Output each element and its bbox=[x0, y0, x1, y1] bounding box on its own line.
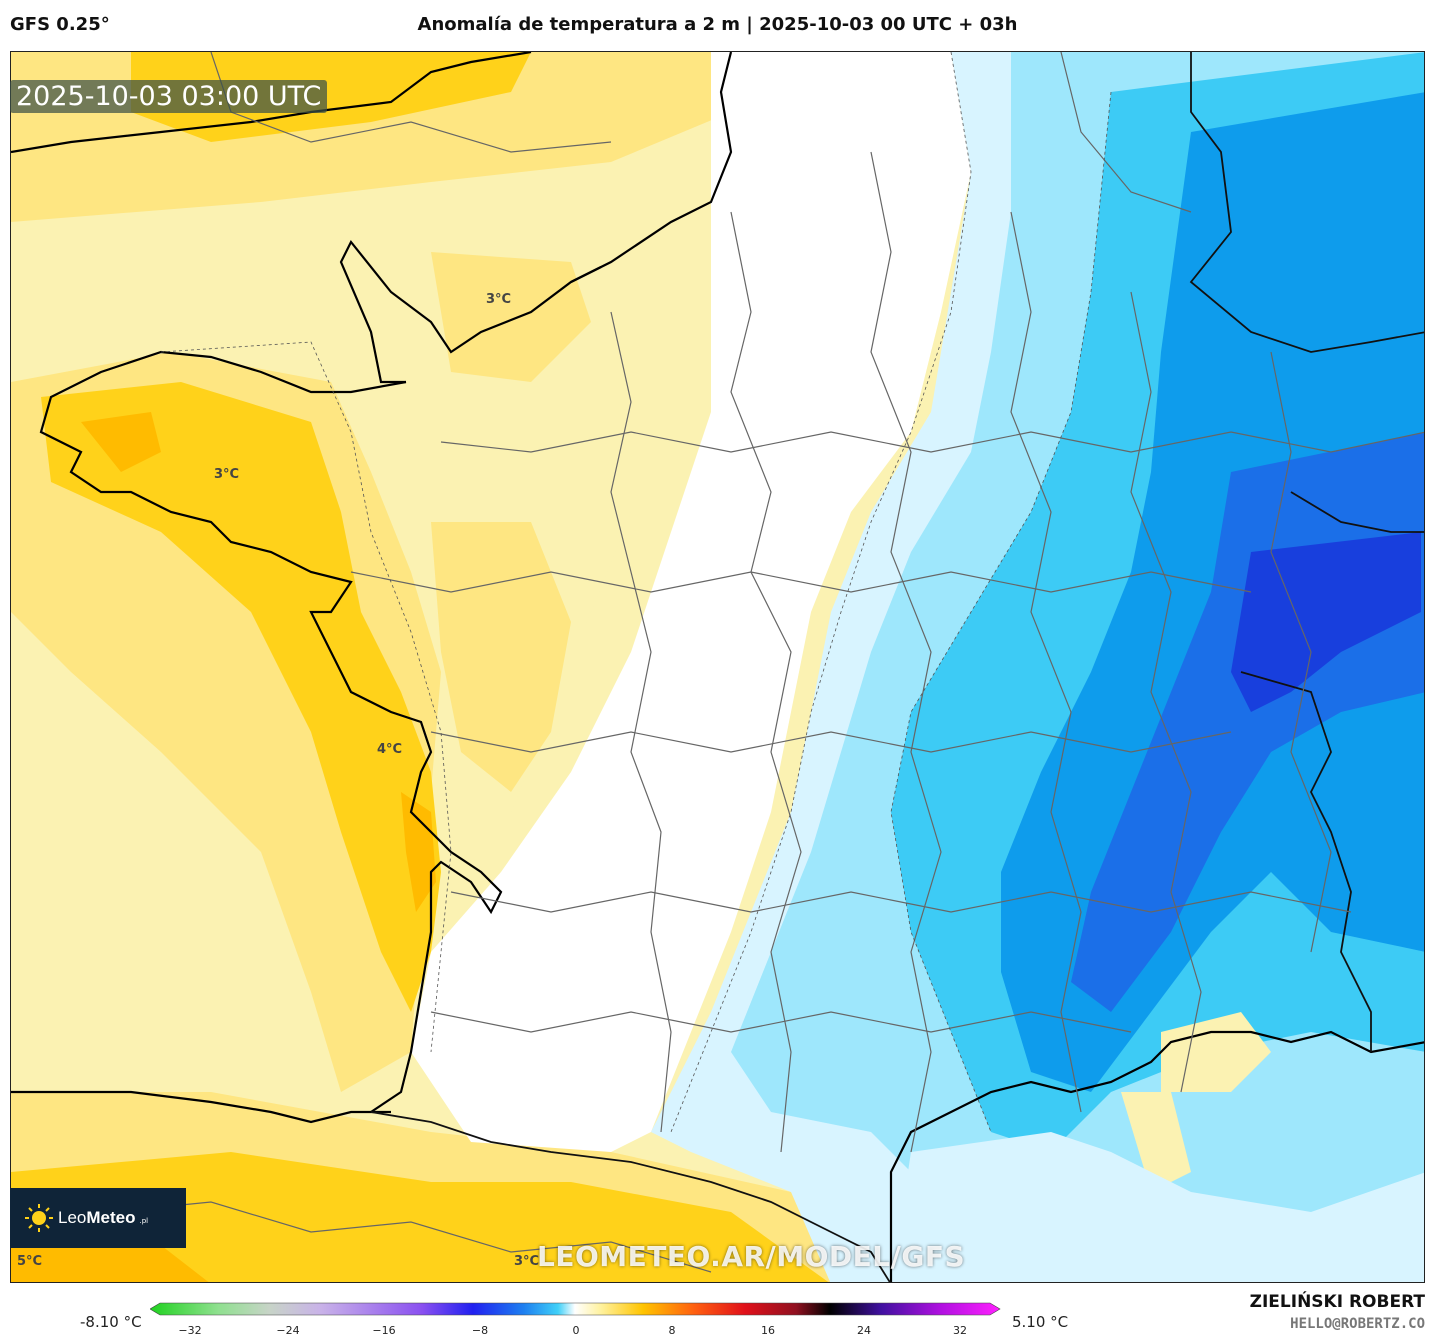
author-email[interactable]: HELLO@ROBERTZ.CO bbox=[1290, 1316, 1425, 1332]
timestamp-badge: 2025-10-03 03:00 UTC bbox=[10, 80, 328, 113]
region-landes-core bbox=[401, 792, 436, 912]
region-coldest bbox=[1231, 532, 1421, 712]
admin-line bbox=[430, 1011, 1132, 1033]
sun-icon bbox=[25, 1204, 53, 1232]
border-east bbox=[1189, 52, 1424, 353]
map-svg bbox=[11, 52, 1424, 1282]
admin-line bbox=[1060, 52, 1192, 213]
region-normandy-warm bbox=[431, 252, 591, 382]
colorbar-min-label: -8.10 °C bbox=[80, 1313, 142, 1331]
region-brittany-strong bbox=[41, 382, 441, 1012]
region-brittany-core bbox=[81, 412, 161, 472]
admin-line bbox=[1270, 351, 1332, 953]
contour-line bbox=[160, 341, 452, 1053]
author-name: ZIELIŃSKI ROBERT bbox=[1249, 1292, 1425, 1312]
admin-line bbox=[350, 571, 1252, 593]
region-england-strong bbox=[131, 52, 531, 142]
admin-line bbox=[450, 891, 1352, 913]
contour-lines bbox=[160, 52, 1112, 1133]
coast-med bbox=[889, 1030, 1424, 1282]
contour-label: 5°C bbox=[17, 1254, 43, 1269]
region-med-warm-2 bbox=[1121, 1092, 1191, 1192]
contour-label: 3°C bbox=[514, 1254, 540, 1269]
colorbar-ticks: −32 −24 −16 −8 0 8 16 24 32 bbox=[150, 1324, 1000, 1340]
colorbar-tick: 24 bbox=[857, 1324, 871, 1337]
coast-pyrenees bbox=[11, 1090, 391, 1124]
colorbar-tick: −8 bbox=[471, 1324, 489, 1337]
country-borders bbox=[370, 52, 1424, 1282]
admin-line bbox=[1010, 211, 1082, 1113]
colorbar-tick: 0 bbox=[572, 1324, 580, 1337]
chart-title: Anomalía de temperatura a 2 m | 2025-10-… bbox=[417, 14, 1018, 35]
coast-belgium bbox=[570, 52, 733, 283]
watermark: LEOMETEO.AR/MODEL/GFS bbox=[537, 1240, 966, 1273]
admin-line bbox=[610, 311, 672, 1133]
coast-channel bbox=[339, 239, 602, 384]
admin-line bbox=[730, 211, 802, 1153]
region-med-sea bbox=[891, 1132, 1424, 1282]
region-neutral bbox=[411, 52, 971, 1152]
coast-brittany bbox=[39, 350, 503, 1113]
region-spain-strong bbox=[11, 1152, 829, 1282]
colorbar-tick: 16 bbox=[761, 1324, 775, 1337]
admin-line bbox=[430, 731, 1232, 753]
colorbar bbox=[150, 1302, 1001, 1316]
contour-label: 4°C bbox=[377, 742, 403, 757]
model-label: GFS 0.25° bbox=[10, 14, 110, 35]
admin-boundaries bbox=[11, 52, 1424, 1273]
admin-line bbox=[1130, 291, 1202, 1093]
border-italy bbox=[1240, 671, 1372, 1052]
leometeo-logo[interactable]: LeoMeteo .pl bbox=[10, 1188, 186, 1248]
logo-wordmark: LeoMeteo bbox=[58, 1208, 136, 1227]
map-panel[interactable]: 3°C 3°C 4°C 5°C 3°C bbox=[10, 51, 1425, 1283]
colorbar-tick: −16 bbox=[372, 1324, 396, 1337]
contour-line bbox=[670, 52, 972, 1133]
contour-label: 3°C bbox=[214, 467, 240, 482]
border-spain bbox=[370, 1111, 891, 1282]
colorbar-bar bbox=[150, 1302, 1001, 1316]
colorbar-tick: 8 bbox=[668, 1324, 676, 1337]
admin-line bbox=[440, 431, 1424, 453]
colorbar-tick: −24 bbox=[276, 1324, 300, 1337]
colorbar-tick: −32 bbox=[178, 1324, 202, 1337]
admin-line bbox=[870, 151, 942, 1153]
contour-label: 3°C bbox=[486, 292, 512, 307]
logo-suffix: .pl bbox=[139, 1217, 149, 1225]
colorbar-tick: 32 bbox=[953, 1324, 967, 1337]
border-switzerland bbox=[1290, 491, 1424, 533]
colorbar-max-label: 5.10 °C bbox=[1012, 1313, 1069, 1331]
